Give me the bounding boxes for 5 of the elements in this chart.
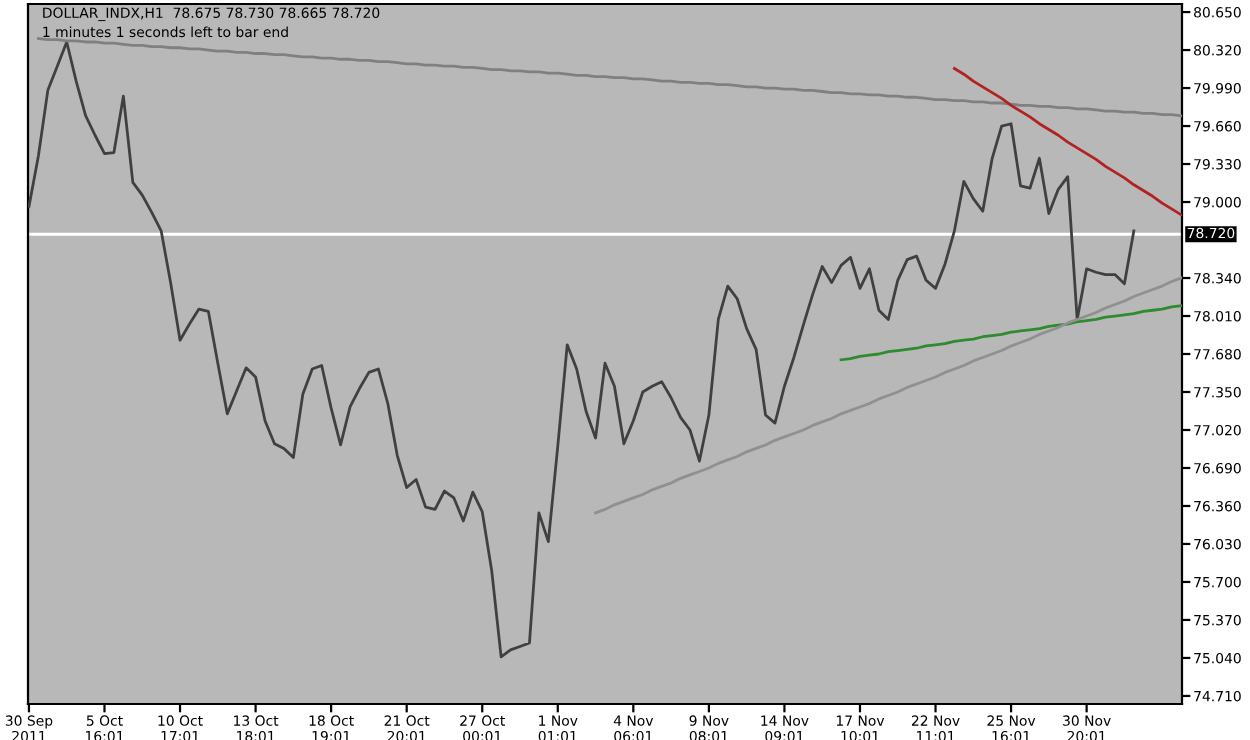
line-series xyxy=(37,37,1182,118)
line-series xyxy=(28,40,1136,659)
line-series xyxy=(953,67,1182,217)
line-series xyxy=(839,304,1182,362)
line-series xyxy=(594,276,1182,515)
